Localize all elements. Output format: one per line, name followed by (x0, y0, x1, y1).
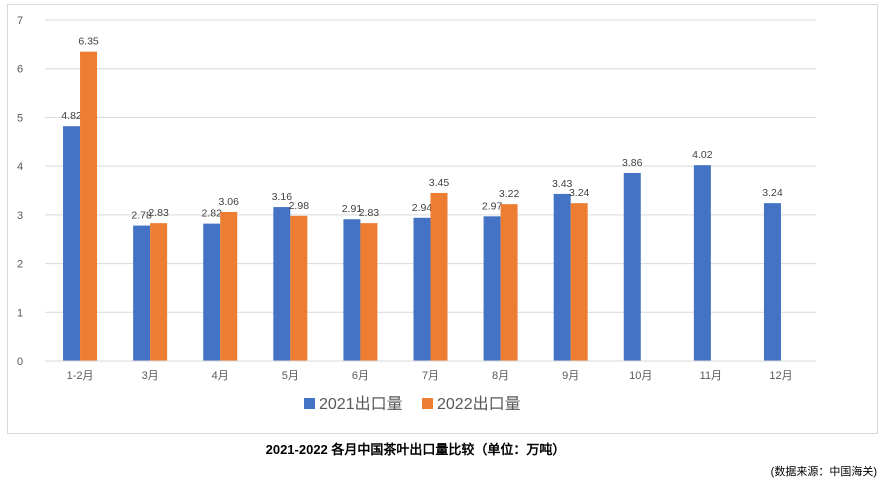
x-tick-label: 7月 (422, 370, 439, 382)
y-tick-label: 6 (17, 64, 23, 76)
bar (570, 203, 588, 361)
data-label: 2.82 (202, 208, 223, 220)
data-label: 6.35 (78, 36, 99, 48)
y-tick-label: 5 (17, 112, 23, 124)
data-label: 3.06 (219, 196, 240, 208)
bar (203, 223, 221, 361)
bar (343, 219, 361, 361)
data-label: 4.02 (692, 149, 713, 161)
x-tick-label: 9月 (562, 370, 579, 382)
legend-label: 2022出口量 (437, 395, 521, 413)
bar (220, 211, 238, 361)
x-tick-label: 10月 (629, 370, 652, 382)
data-label: 3.24 (762, 187, 783, 199)
chart-frame: 0 1 2 3 4 5 6 7 4.82 6.35 1-2月 2.78 2.83 3月 2.82 3.06 4月… (7, 4, 878, 434)
legend-label: 2021出口量 (319, 395, 403, 413)
bar (623, 172, 641, 361)
data-label: 3.86 (622, 157, 643, 169)
data-label: 3.24 (569, 187, 590, 199)
x-tick-label: 5月 (282, 370, 299, 382)
y-tick-label: 2 (17, 259, 23, 271)
chart-caption: 2021-2022 各月中国茶叶出口量比较（单位：万吨） (265, 442, 566, 457)
x-tick-label: 8月 (492, 370, 509, 382)
y-tick-label: 3 (17, 210, 23, 222)
bar (500, 204, 518, 361)
x-tick-label: 11月 (700, 370, 722, 382)
bar (290, 215, 308, 361)
data-label: 2.83 (148, 207, 169, 219)
y-tick-label: 0 (17, 356, 23, 368)
bar (430, 192, 448, 361)
y-tick-label: 4 (17, 161, 23, 173)
bar (483, 216, 501, 361)
x-tick-label: 3月 (142, 370, 159, 382)
bar (763, 203, 781, 361)
y-tick-label: 7 (17, 15, 23, 27)
x-tick-label: 6月 (352, 370, 369, 382)
x-tick-label: 1-2月 (67, 370, 94, 382)
bar (133, 225, 151, 361)
data-label: 2.91 (342, 203, 363, 215)
bar (413, 217, 431, 361)
x-tick-label: 12月 (769, 370, 792, 382)
bar (80, 51, 98, 362)
bar (553, 193, 571, 361)
data-label: 3.43 (552, 178, 573, 190)
data-label: 3.45 (429, 177, 450, 189)
data-source-note: (数据来源：中国海关) (770, 466, 877, 478)
x-tick-label: 4月 (212, 370, 229, 382)
data-label: 2.94 (412, 202, 433, 214)
bar (150, 223, 168, 361)
data-label: 2.83 (359, 207, 380, 219)
bar (693, 165, 711, 361)
y-tick-label: 1 (17, 307, 23, 319)
data-label: 2.98 (289, 200, 310, 212)
data-label: 3.22 (499, 188, 520, 200)
legend-swatch (422, 398, 433, 409)
data-label: 2.78 (131, 210, 152, 222)
data-label: 4.82 (61, 110, 82, 122)
bar (360, 223, 378, 361)
legend-swatch (304, 398, 315, 409)
bar (273, 207, 291, 361)
bar-chart: 012345674.826.351-2月2.782.833月2.823.064月… (17, 15, 816, 413)
data-label: 2.97 (482, 200, 503, 212)
bar (63, 126, 81, 361)
data-label: 3.16 (272, 191, 293, 203)
